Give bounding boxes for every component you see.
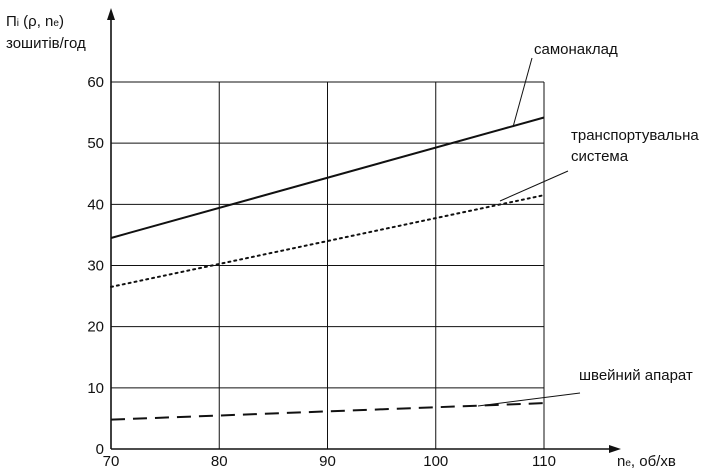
y-tick-label-50: 50 (87, 135, 104, 152)
x-tick-label-100: 100 (423, 453, 448, 468)
leader-samonaklad (512, 57, 533, 128)
y-tick-label-60: 60 (87, 74, 104, 91)
axes (107, 8, 621, 453)
y-axis-label-line1: Пi (ρ, ne) (6, 13, 64, 30)
y-tick-label-20: 20 (87, 319, 104, 336)
x-tick-label-110: 110 (532, 453, 556, 468)
series-lines (110, 116, 545, 421)
tick-labels: 0 10 20 30 40 50 60 70 80 90 100 110 (87, 74, 556, 468)
x-axis-label: ne, об/хв (617, 453, 676, 468)
y-tick-label-30: 30 (87, 258, 104, 275)
legend-transport-line2: система (571, 148, 629, 165)
series-line-1 (110, 194, 545, 288)
legend-shveinyi: швейний апарат (579, 367, 693, 384)
leader-transport (499, 170, 569, 202)
y-tick-label-0: 0 (96, 441, 104, 458)
y-axis-arrow (107, 8, 115, 20)
y-tick-label-40: 40 (87, 196, 104, 213)
x-tick-label-90: 90 (319, 453, 336, 468)
y-tick-label-10: 10 (87, 380, 104, 397)
legend-samonaklad: самонаклад (534, 41, 618, 58)
grid (111, 81, 545, 449)
x-axis-arrow (609, 445, 621, 453)
x-tick-label-70: 70 (103, 453, 120, 468)
leader-shveinyi (477, 392, 581, 407)
x-tick-label-80: 80 (211, 453, 228, 468)
series-line-0 (110, 116, 545, 239)
series-line-2 (110, 402, 545, 421)
y-axis-label-line2: зошитів/год (6, 35, 86, 52)
leader-lines (477, 57, 581, 407)
legend-transport-line1: транспортувальна (571, 127, 699, 144)
